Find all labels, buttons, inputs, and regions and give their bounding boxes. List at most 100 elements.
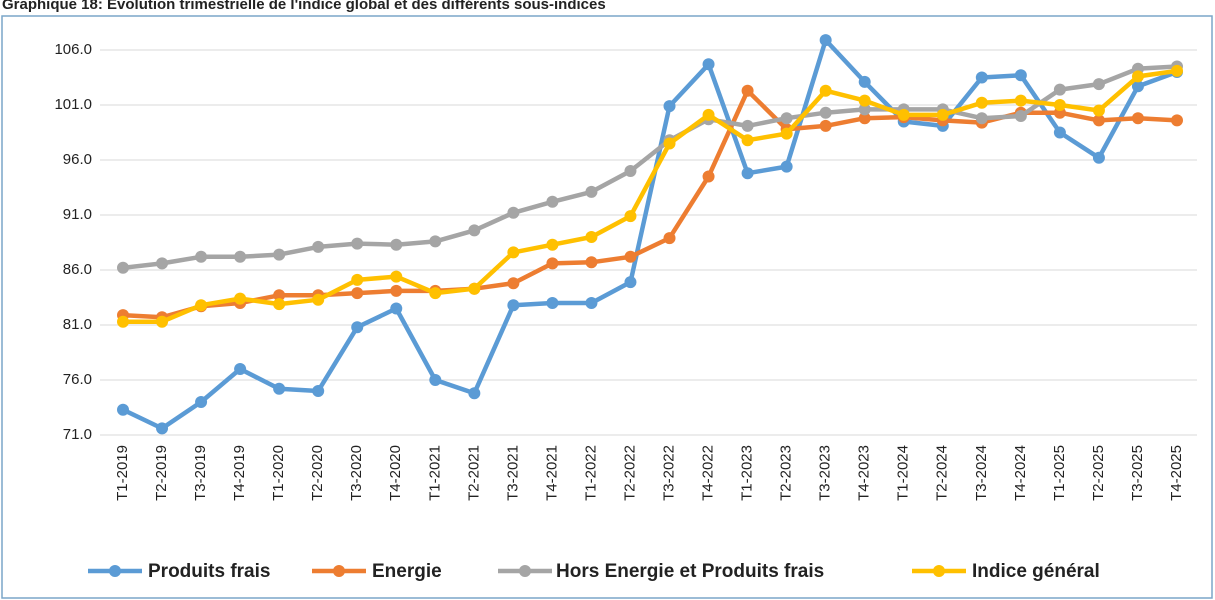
legend-label: Indice général	[972, 561, 1100, 582]
data-point	[156, 422, 169, 435]
data-point	[858, 103, 871, 116]
data-point	[507, 206, 520, 219]
series-line	[122, 37, 1178, 431]
x-tick-label: T3-2025	[1129, 445, 1146, 501]
x-tick-label: T2-2022	[621, 445, 638, 501]
data-point	[624, 210, 637, 223]
x-tick-label: T1-2022	[582, 445, 599, 501]
data-point	[624, 276, 637, 289]
data-point	[195, 250, 208, 263]
x-tick-label: T1-2021	[426, 445, 443, 501]
x-tick-label: T4-2021	[543, 445, 560, 501]
data-point	[975, 96, 988, 109]
x-tick-label: T3-2022	[660, 445, 677, 501]
series-line	[122, 64, 1178, 271]
data-point	[1131, 80, 1144, 93]
x-tick-label: T4-2019	[231, 445, 248, 501]
y-tick-label: 101.0	[54, 96, 92, 113]
data-point	[780, 127, 793, 140]
data-point	[858, 112, 871, 125]
data-point	[741, 167, 754, 180]
data-point	[195, 396, 208, 408]
data-point	[1014, 69, 1027, 82]
data-point	[741, 134, 754, 147]
x-tick-label: T1-2023	[739, 445, 756, 501]
data-point	[234, 363, 247, 375]
data-point	[819, 119, 832, 132]
data-point	[312, 240, 325, 253]
data-point	[351, 321, 364, 334]
legend-label: Produits frais	[148, 561, 270, 582]
y-tick-label: 96.0	[63, 151, 92, 168]
data-point	[1171, 114, 1183, 127]
data-point	[663, 232, 676, 245]
x-tick-label: T4-2024	[1012, 445, 1029, 501]
data-point	[156, 257, 169, 270]
x-tick-label: T3-2023	[817, 445, 834, 501]
data-point	[1092, 151, 1105, 164]
data-point	[819, 106, 832, 119]
data-point	[351, 273, 364, 286]
x-tick-label: T4-2023	[856, 445, 873, 501]
data-point	[429, 374, 442, 386]
x-tick-label: T2-2025	[1090, 445, 1107, 501]
x-tick-label: T2-2023	[778, 445, 795, 501]
data-point	[585, 297, 598, 309]
x-tick-label: T3-2019	[192, 445, 209, 501]
data-point	[234, 250, 247, 263]
data-point	[1131, 112, 1144, 125]
x-tick-label: T4-2022	[700, 445, 717, 501]
data-point	[429, 235, 442, 248]
data-point	[936, 108, 949, 121]
data-point	[390, 284, 403, 297]
data-point	[351, 237, 364, 250]
data-point	[819, 84, 832, 97]
x-tick-label: T3-2020	[348, 445, 365, 501]
data-point	[1014, 110, 1027, 122]
x-tick-label: T3-2024	[973, 445, 990, 501]
data-point	[273, 382, 286, 395]
data-point	[273, 248, 286, 261]
data-point	[975, 112, 988, 125]
data-point	[312, 293, 325, 306]
data-point	[429, 287, 442, 300]
x-tick-label: T2-2024	[934, 445, 951, 501]
data-point	[1092, 104, 1105, 117]
data-point	[663, 100, 676, 113]
data-point	[858, 75, 871, 88]
data-point	[117, 261, 129, 274]
data-point	[546, 257, 559, 270]
y-tick-label: 106.0	[54, 41, 92, 58]
y-tick-label: 76.0	[63, 371, 92, 388]
data-point	[663, 137, 676, 150]
data-point	[585, 185, 598, 198]
data-point	[1053, 126, 1066, 139]
data-point	[1053, 99, 1066, 111]
data-point	[195, 299, 208, 312]
x-tick-label: T2-2020	[309, 445, 326, 501]
data-point	[741, 119, 754, 132]
legend-label: Energie	[372, 561, 442, 582]
legend-marker	[933, 565, 945, 577]
y-tick-label: 81.0	[63, 316, 92, 333]
data-point	[390, 238, 403, 251]
x-tick-label: T2-2019	[153, 445, 170, 501]
data-point	[468, 387, 481, 400]
data-point	[702, 170, 715, 183]
x-tick-label: T4-2025	[1168, 445, 1185, 501]
x-tick-label: T3-2021	[504, 445, 521, 501]
x-tick-label: T1-2020	[270, 445, 287, 501]
data-point	[702, 108, 715, 121]
data-point	[273, 289, 286, 302]
data-point	[507, 277, 520, 290]
legend-marker	[519, 565, 531, 577]
data-point	[1131, 70, 1144, 83]
x-tick-label: T4-2020	[387, 445, 404, 501]
data-point	[897, 108, 910, 121]
y-tick-label: 71.0	[63, 426, 92, 443]
data-point	[741, 84, 754, 97]
legend-marker	[333, 565, 345, 577]
x-tick-label: T1-2024	[895, 445, 912, 501]
data-point	[468, 224, 481, 237]
